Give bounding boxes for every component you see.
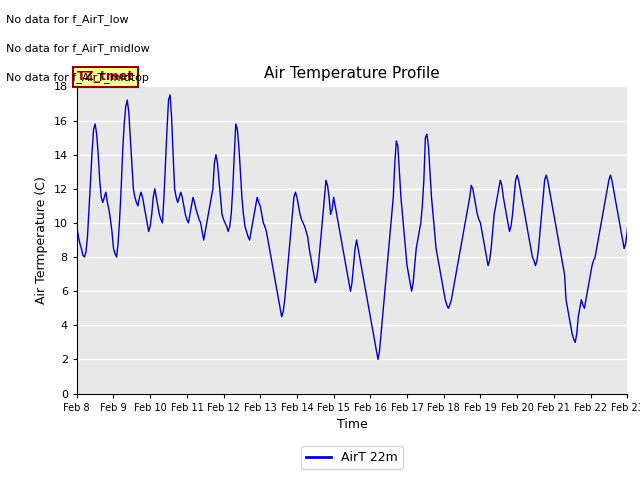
Text: TZ_tmet: TZ_tmet	[77, 71, 134, 84]
Text: No data for f_AirT_midlow: No data for f_AirT_midlow	[6, 43, 150, 54]
Legend: AirT 22m: AirT 22m	[301, 446, 403, 469]
Text: No data for f_AirT_midtop: No data for f_AirT_midtop	[6, 72, 149, 83]
Text: No data for f_AirT_low: No data for f_AirT_low	[6, 14, 129, 25]
X-axis label: Time: Time	[337, 418, 367, 431]
Title: Air Temperature Profile: Air Temperature Profile	[264, 66, 440, 81]
Y-axis label: Air Termperature (C): Air Termperature (C)	[35, 176, 48, 304]
